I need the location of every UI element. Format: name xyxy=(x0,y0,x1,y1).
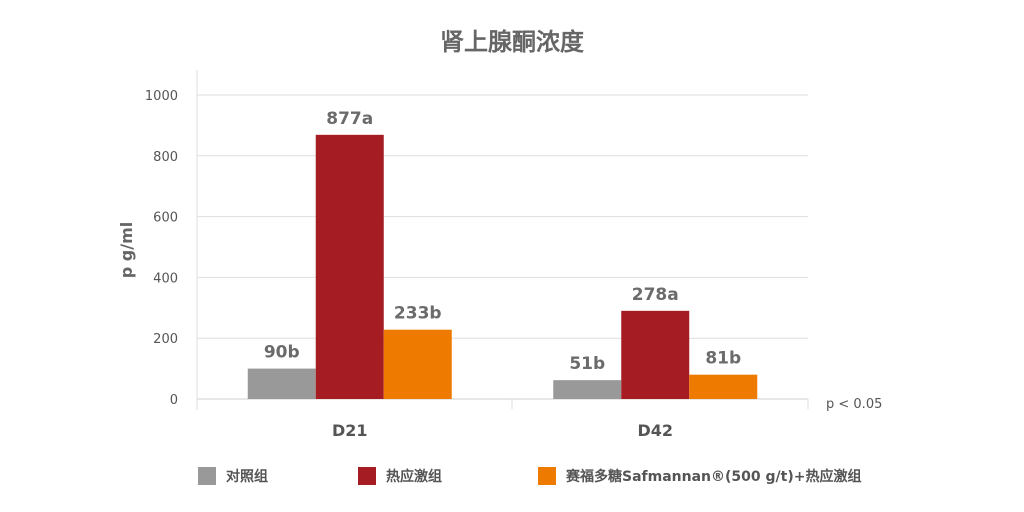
y-tick-label: 200 xyxy=(153,332,178,347)
significance-note: p < 0.05 xyxy=(826,397,882,412)
legend-item-control: 对照组 xyxy=(198,466,358,486)
data-label: 81b xyxy=(705,349,741,369)
legend-label-control: 对照组 xyxy=(226,469,268,485)
y-tick-label: 600 xyxy=(153,211,178,226)
y-tick-label: 0 xyxy=(170,393,178,408)
data-label: 51b xyxy=(569,354,605,374)
bar-d42-2 xyxy=(689,374,758,399)
y-axis-label: p g/ml xyxy=(117,222,136,278)
legend-label-safmannan: 赛福多糖Safmannan®(500 g/t)+热应激组 xyxy=(566,469,862,485)
legend-item-safmannan: 赛福多糖Safmannan®(500 g/t)+热应激组 xyxy=(538,466,861,486)
legend-label-heat-stress: 热应激组 xyxy=(386,469,442,485)
y-tick-label: 1000 xyxy=(145,89,178,104)
x-axis-categories: D21 D42 xyxy=(332,421,673,440)
legend-item-heat-stress: 热应激组 xyxy=(358,466,538,486)
data-label: 877a xyxy=(326,109,373,129)
legend-swatch-safmannan xyxy=(538,467,556,485)
bar-d21-2 xyxy=(383,329,452,399)
category-label-d21: D21 xyxy=(332,421,368,440)
y-axis-ticks: 0 200 400 600 800 1000 xyxy=(145,89,178,408)
legend-swatch-heat-stress xyxy=(358,467,376,485)
legend: 对照组 热应激组 赛福多糖Safmannan®(500 g/t)+热应激组 xyxy=(198,466,861,486)
bars xyxy=(247,134,758,399)
data-label: 90b xyxy=(264,343,300,363)
bar-d42-1 xyxy=(621,310,690,399)
bar-d21-0 xyxy=(247,368,316,399)
data-label: 278a xyxy=(632,285,679,305)
data-labels: 90b 877a 233b 51b 278a 81b xyxy=(264,109,741,374)
legend-swatch-control xyxy=(198,467,216,485)
y-tick-label: 400 xyxy=(153,271,178,286)
data-label: 233b xyxy=(394,304,442,324)
category-label-d42: D42 xyxy=(637,421,673,440)
bar-d42-0 xyxy=(553,380,622,399)
chart-title: 肾上腺酮浓度 xyxy=(440,28,585,56)
y-tick-label: 800 xyxy=(153,150,178,165)
bar-d21-1 xyxy=(315,134,384,399)
